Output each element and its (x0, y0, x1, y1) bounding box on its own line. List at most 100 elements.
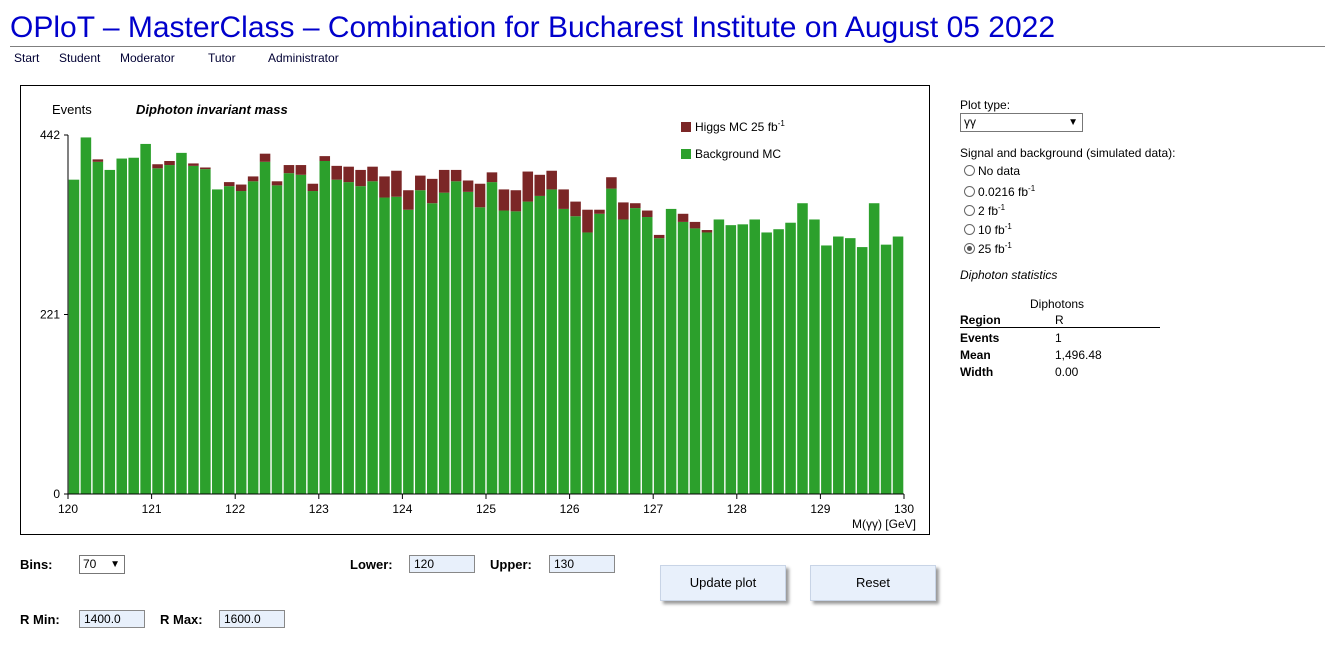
bar-background-mc (797, 203, 808, 494)
bar-background-mc (415, 190, 426, 494)
plot-type-label: Plot type: (960, 98, 1011, 112)
bins-label: Bins: (20, 557, 53, 572)
bar-background-mc (594, 213, 605, 494)
bar-higgs-mc (570, 201, 581, 217)
bar-higgs-mc (701, 230, 713, 233)
upper-label: Upper: (490, 557, 532, 572)
bar-background-mc (379, 197, 390, 495)
bar-higgs-mc (498, 189, 510, 211)
radio-selected-icon[interactable] (964, 243, 975, 254)
bar-background-mc (761, 232, 772, 494)
bar-background-mc (295, 174, 307, 494)
bar-background-mc (821, 245, 832, 494)
bar-background-mc (618, 219, 629, 494)
x-tick-label: 123 (309, 502, 329, 516)
bar-background-mc (223, 186, 235, 494)
bar-higgs-mc (271, 181, 283, 186)
x-tick-label: 126 (560, 502, 580, 516)
bar-higgs-mc (403, 190, 414, 210)
bar-background-mc (343, 182, 354, 495)
x-tick-label: 128 (727, 502, 747, 516)
y-tick-label: 221 (40, 308, 60, 322)
bar-higgs-mc (534, 174, 546, 196)
plot-type-select[interactable]: γγ ▼ (960, 113, 1083, 132)
stats-row-mean: Mean 1,496.48 (960, 347, 1160, 363)
bar-background-mc (522, 201, 534, 494)
bar-higgs-mc (367, 166, 378, 182)
radio-option-10[interactable]: 10 fb-1 (964, 219, 1012, 237)
legend-label-background: Background MC (695, 147, 781, 161)
bar-background-mc (128, 157, 139, 495)
y-tick-label: 0 (53, 487, 60, 501)
bar-background-mc (164, 165, 175, 494)
stats-row-events: Events 1 (960, 330, 1160, 346)
nav-administrator[interactable]: Administrator (268, 51, 339, 65)
nav-student[interactable]: Student (59, 51, 101, 65)
bar-background-mc (391, 196, 402, 494)
page-title: OPloT – MasterClass – Combination for Bu… (10, 11, 1056, 44)
bar-background-mc (653, 238, 665, 494)
radio-label: 25 fb (978, 242, 1005, 256)
radio-icon[interactable] (964, 224, 975, 235)
radio-label-sup: -1 (1004, 241, 1012, 250)
bar-higgs-mc (606, 177, 617, 189)
upper-input[interactable]: 130 (549, 555, 615, 573)
radio-option-2[interactable]: 2 fb-1 (964, 200, 1005, 218)
lower-label: Lower: (350, 557, 393, 572)
bar-higgs-mc (450, 169, 462, 182)
bar-background-mc (868, 203, 880, 494)
bar-background-mc (606, 188, 617, 495)
radio-icon[interactable] (964, 205, 975, 216)
bins-select[interactable]: 70 ▼ (79, 555, 125, 574)
bar-background-mc (892, 236, 904, 494)
bar-higgs-mc (641, 210, 653, 218)
bar-higgs-mc (522, 171, 534, 202)
bar-background-mc (665, 208, 677, 494)
bar-background-mc (773, 229, 784, 494)
nav-tutor[interactable]: Tutor (208, 51, 236, 65)
stats-row-value: 1 (1055, 331, 1062, 345)
bar-background-mc (833, 236, 844, 494)
bar-background-mc (438, 192, 450, 494)
nav-moderator[interactable]: Moderator (120, 51, 175, 65)
nav-start[interactable]: Start (14, 51, 40, 65)
bar-background-mc (247, 181, 259, 494)
bar-background-mc (331, 179, 342, 494)
bar-background-mc (140, 143, 151, 494)
x-tick-label: 130 (894, 502, 914, 516)
bar-higgs-mc (689, 221, 701, 229)
bar-higgs-mc (653, 234, 665, 239)
radio-option-no-data[interactable]: No data (964, 163, 1020, 179)
bar-higgs-mc (235, 184, 247, 192)
radio-option-0-0216[interactable]: 0.0216 fb-1 (964, 181, 1035, 199)
bar-higgs-mc (164, 160, 175, 166)
bar-background-mc (271, 185, 283, 494)
bar-background-mc (200, 169, 211, 494)
stats-row-label: Mean (960, 348, 991, 362)
rmax-input[interactable]: 1600.0 (219, 610, 285, 628)
bar-background-mc (713, 219, 725, 494)
bar-higgs-mc (415, 175, 426, 191)
bar-background-mc (630, 208, 641, 494)
bar-higgs-mc (331, 165, 342, 180)
radio-label: 2 fb (978, 204, 999, 218)
radio-icon[interactable] (964, 165, 975, 176)
x-axis-label: M(γγ) [GeV] (852, 517, 916, 531)
rmin-input[interactable]: 1400.0 (79, 610, 145, 628)
update-plot-button[interactable]: Update plot (660, 565, 786, 601)
stats-column-header: Diphotons (1030, 297, 1085, 311)
bar-higgs-mc (438, 169, 450, 193)
radio-option-25[interactable]: 25 fb-1 (964, 238, 1012, 256)
bar-background-mc (486, 182, 498, 495)
bar-higgs-mc (200, 167, 211, 170)
bar-higgs-mc (510, 190, 522, 212)
bar-background-mc (856, 247, 868, 494)
reset-button[interactable]: Reset (810, 565, 936, 601)
chart-title: Diphoton invariant mass (136, 102, 288, 117)
bar-higgs-mc (486, 172, 498, 183)
bar-background-mc (570, 216, 581, 494)
bar-background-mc (749, 219, 760, 494)
lower-input[interactable]: 120 (409, 555, 475, 573)
stats-title: Diphoton statistics (960, 268, 1058, 282)
radio-icon[interactable] (964, 186, 975, 197)
